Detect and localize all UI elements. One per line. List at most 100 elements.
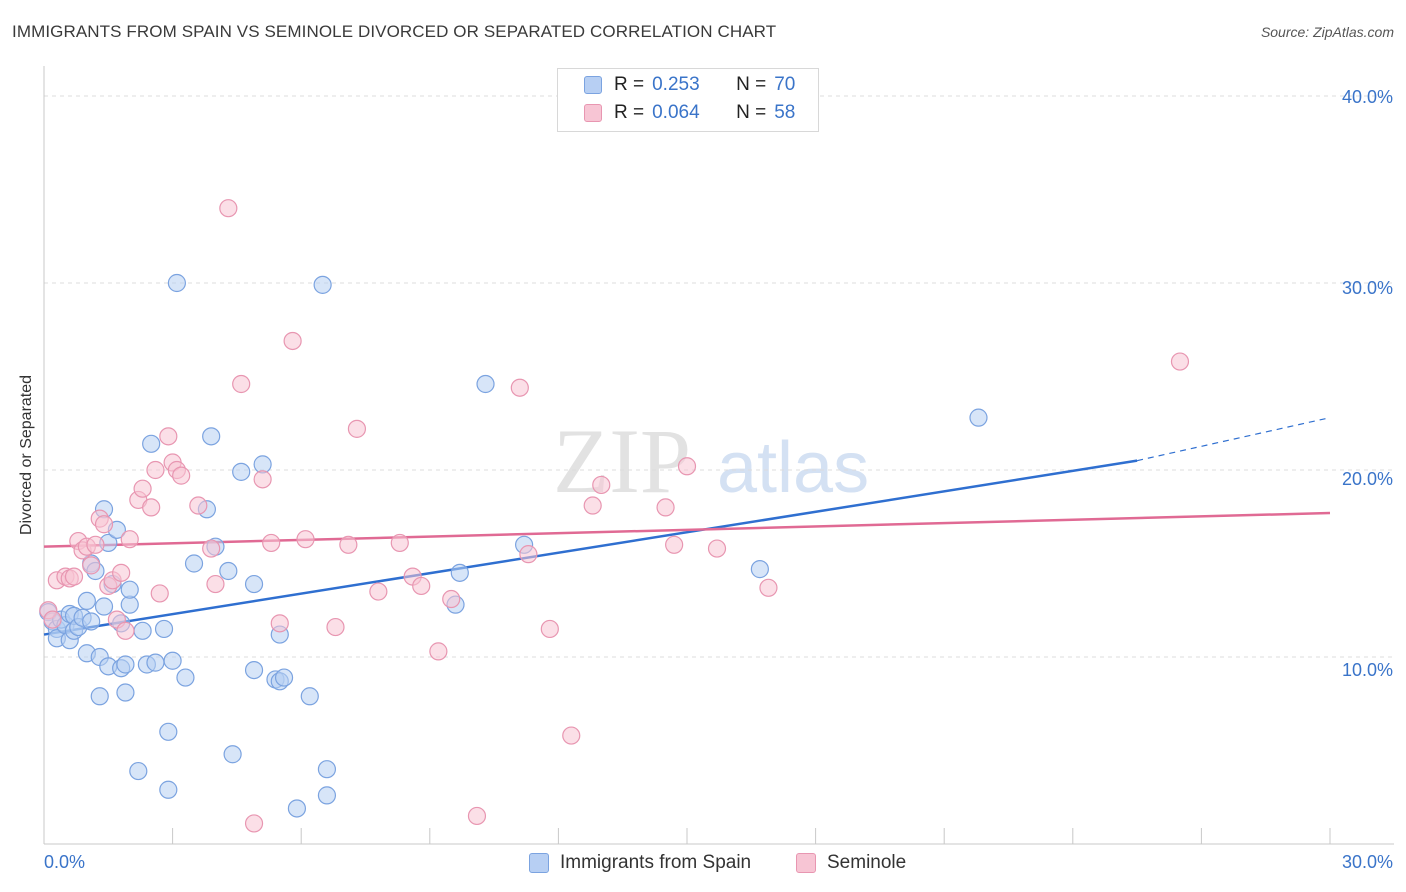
x-tick-label-max: 30.0% bbox=[1341, 852, 1393, 872]
grid-layer bbox=[44, 95, 1394, 658]
n-value: 70 bbox=[774, 74, 796, 95]
legend-item-seminole[interactable]: Seminole bbox=[796, 852, 906, 874]
point-seminole bbox=[519, 545, 538, 564]
legend-row-seminole: R = 0.064 N = 58 bbox=[584, 101, 795, 125]
legend-swatch-pink bbox=[584, 104, 602, 122]
point-seminole bbox=[1170, 352, 1190, 371]
point-seminole bbox=[283, 331, 302, 351]
point-seminole bbox=[510, 378, 529, 397]
point-seminole bbox=[82, 556, 101, 575]
point-seminole bbox=[296, 530, 315, 549]
point-seminole bbox=[206, 574, 225, 594]
point-seminole bbox=[94, 515, 114, 534]
point-immigrants-from-spain bbox=[129, 761, 148, 781]
point-immigrants-from-spain bbox=[159, 780, 178, 799]
point-seminole bbox=[467, 806, 487, 826]
n-label: N = bbox=[736, 102, 767, 123]
trendline-immigrants-from-spain-extension bbox=[1136, 417, 1331, 462]
point-immigrants-from-spain bbox=[116, 683, 135, 702]
point-seminole bbox=[369, 582, 388, 601]
trendline-seminole bbox=[43, 511, 1331, 548]
point-seminole bbox=[150, 584, 169, 603]
series-legend: Immigrants from Spain Seminole bbox=[0, 852, 1406, 878]
point-immigrants-from-spain bbox=[750, 560, 769, 579]
point-immigrants-from-spain bbox=[219, 561, 238, 581]
point-immigrants-from-spain bbox=[167, 273, 186, 293]
series-seminole bbox=[39, 199, 1190, 833]
point-seminole bbox=[253, 470, 272, 489]
point-immigrants-from-spain bbox=[116, 655, 135, 674]
legend-label-seminole: Seminole bbox=[827, 852, 907, 873]
point-immigrants-from-spain bbox=[232, 462, 251, 481]
point-immigrants-from-spain bbox=[317, 760, 337, 779]
point-seminole bbox=[133, 479, 152, 498]
point-seminole bbox=[326, 617, 345, 637]
point-seminole bbox=[583, 496, 602, 515]
point-seminole bbox=[677, 457, 697, 476]
point-immigrants-from-spain bbox=[244, 660, 264, 680]
point-seminole bbox=[112, 563, 131, 582]
point-seminole bbox=[202, 539, 221, 558]
point-seminole bbox=[64, 567, 84, 586]
source-label: Source: ZipAtlas.com bbox=[1260, 24, 1394, 40]
watermark-zip: ZIP bbox=[553, 410, 691, 512]
trend-layer bbox=[43, 417, 1331, 636]
point-immigrants-from-spain bbox=[159, 722, 178, 741]
r-label: R = bbox=[614, 102, 645, 123]
point-immigrants-from-spain bbox=[274, 668, 294, 687]
watermark: ZIP atlas bbox=[553, 410, 869, 512]
point-seminole bbox=[120, 530, 139, 549]
trendline-immigrants-from-spain bbox=[43, 459, 1138, 636]
point-immigrants-from-spain bbox=[287, 799, 307, 818]
legend-label-spain: Immigrants from Spain bbox=[560, 852, 752, 873]
point-seminole bbox=[146, 460, 165, 480]
point-immigrants-from-spain bbox=[120, 580, 139, 599]
y-tick-label-40: 40.0% bbox=[1341, 87, 1393, 107]
point-seminole bbox=[189, 496, 208, 515]
series-immigrants-from-spain bbox=[39, 273, 988, 818]
point-seminole bbox=[270, 614, 289, 633]
point-seminole bbox=[390, 533, 409, 553]
point-seminole bbox=[540, 619, 559, 639]
point-immigrants-from-spain bbox=[450, 563, 469, 582]
point-immigrants-from-spain bbox=[476, 374, 495, 394]
watermark-atlas: atlas bbox=[717, 428, 869, 508]
point-seminole bbox=[347, 419, 367, 438]
point-immigrants-from-spain bbox=[176, 668, 195, 687]
legend-swatch-pink bbox=[796, 853, 816, 873]
n-value: 58 bbox=[774, 102, 796, 123]
point-seminole bbox=[86, 535, 105, 554]
n-label: N = bbox=[736, 74, 767, 95]
point-seminole bbox=[656, 498, 675, 517]
legend-swatch-blue bbox=[584, 76, 602, 94]
point-seminole bbox=[142, 498, 161, 517]
point-seminole bbox=[244, 814, 264, 833]
y-tick-label-20: 20.0% bbox=[1341, 469, 1393, 489]
point-immigrants-from-spain bbox=[313, 275, 332, 294]
legend-item-spain[interactable]: Immigrants from Spain bbox=[529, 852, 751, 874]
point-immigrants-from-spain bbox=[184, 554, 204, 573]
point-seminole bbox=[232, 374, 251, 394]
legend-row-spain: R = 0.253 N = 70 bbox=[584, 73, 795, 97]
point-seminole bbox=[262, 533, 281, 553]
point-immigrants-from-spain bbox=[142, 434, 161, 453]
y-tick-label-10: 10.0% bbox=[1341, 660, 1393, 680]
point-seminole bbox=[759, 578, 778, 597]
point-immigrants-from-spain bbox=[133, 621, 152, 640]
point-seminole bbox=[665, 535, 684, 554]
point-seminole bbox=[172, 466, 191, 485]
r-value: 0.253 bbox=[652, 74, 700, 95]
point-seminole bbox=[562, 726, 581, 745]
chart-title: IMMIGRANTS FROM SPAIN VS SEMINOLE DIVORC… bbox=[12, 22, 777, 41]
point-seminole bbox=[43, 610, 62, 629]
point-immigrants-from-spain bbox=[300, 687, 319, 706]
x-tick-label-min: 0.0% bbox=[44, 852, 86, 872]
point-immigrants-from-spain bbox=[202, 427, 221, 446]
r-value: 0.064 bbox=[652, 102, 700, 123]
point-seminole bbox=[429, 642, 448, 661]
point-immigrants-from-spain bbox=[82, 612, 101, 631]
point-immigrants-from-spain bbox=[969, 408, 988, 427]
point-immigrants-from-spain bbox=[154, 619, 174, 639]
point-seminole bbox=[592, 475, 611, 495]
